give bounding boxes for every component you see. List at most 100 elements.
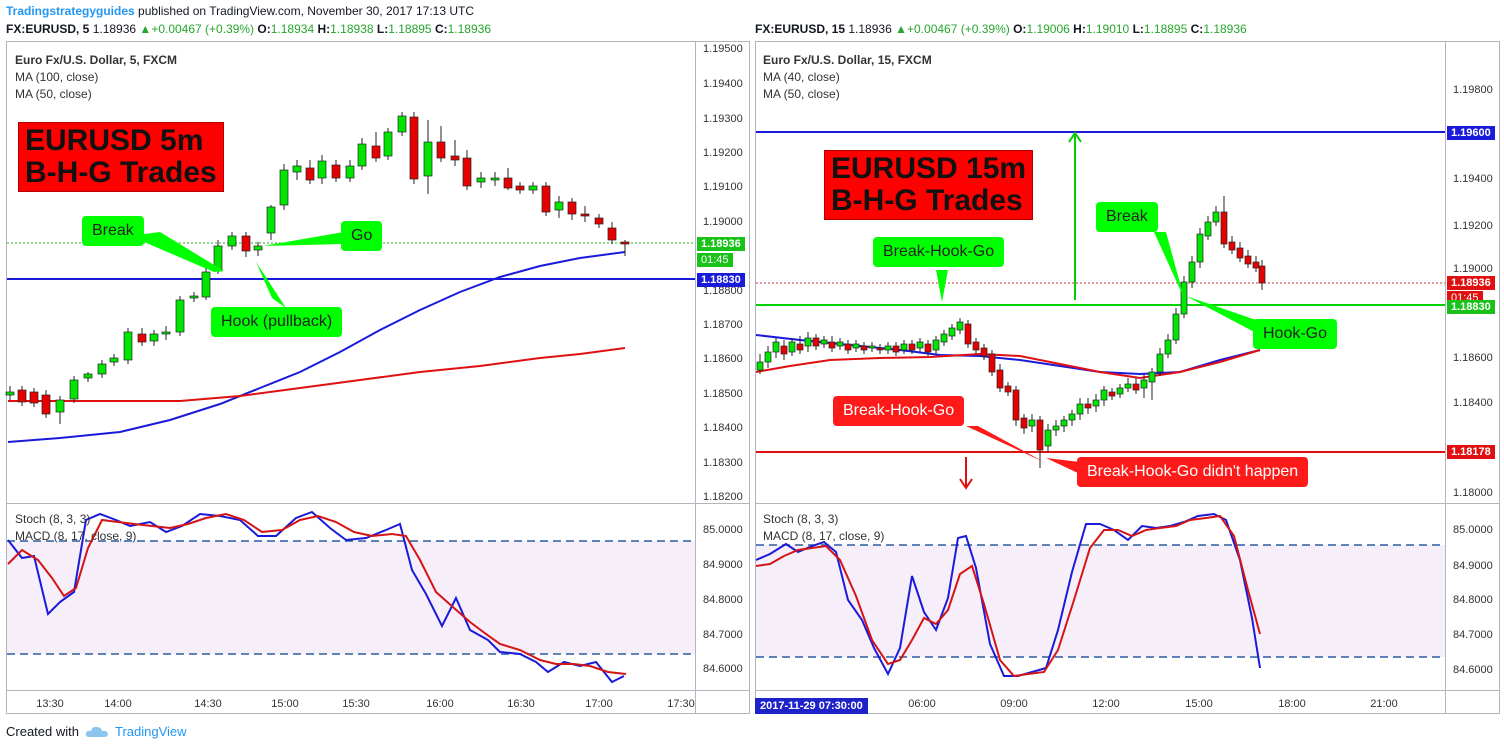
right-legend-ma1[interactable]: MA (40, close) [763,70,840,84]
left-candle-body [175,299,185,333]
left-price-scale[interactable] [695,41,750,714]
right-pane-divider[interactable] [755,503,1500,504]
right-candle-body [1212,211,1220,223]
left-candle-body [241,235,251,252]
right-candle-body [1092,399,1100,407]
right-date-badge: 2017-11-29 07:30:00 [755,698,868,714]
price-tick: 1.18000 [1453,487,1493,499]
price-tick: 85.0000 [703,524,743,536]
publish-header: Tradingstrategyguides published on Tradi… [6,4,474,19]
right-candle-body [772,341,780,353]
price-tick: 84.7000 [703,629,743,641]
left-label-hook: Hook (pullback) [211,307,343,337]
left-osc-legend: Stoch (8, 3, 3) MACD (8, 17, close, 9) [15,511,136,545]
right-candle-body [1236,247,1244,259]
left-candle-body [490,177,500,181]
left-stoch-k [7,510,625,684]
left-candle-body [436,141,446,159]
left-candle-body [503,177,513,189]
right-price-scale[interactable] [1445,41,1500,714]
price-tick: 1.18700 [703,319,743,331]
left-title-line2: B-H-G Trades [25,156,217,189]
price-tick: 1.18400 [1453,397,1493,409]
left-candle-body [266,206,276,234]
price-tick: 1.18800 [703,285,743,297]
left-osc-band [7,541,695,654]
right-candle-body [1258,265,1266,284]
footer: Created with TradingView [6,724,187,739]
left-candle-body [279,169,289,206]
left-close: 1.18936 [447,22,492,36]
price-tick: 84.9000 [1453,560,1493,572]
left-price-badge: 1.18936 [697,237,745,251]
right-candle-body [868,345,876,349]
right-legend: Euro Fx/U.S. Dollar, 15, FXCM MA (40, cl… [763,52,932,103]
left-candle-body [594,217,604,225]
right-candle-body [916,341,924,349]
right-candle-body [980,347,988,357]
left-candle-body [409,116,419,180]
right-candle-body [1084,403,1092,409]
right-osc-stoch[interactable]: Stoch (8, 3, 3) [763,512,839,526]
left-l-label: L: [376,22,389,36]
left-candle-body [450,155,460,161]
right-title-line1: EURUSD 15m [831,152,1027,185]
author-link[interactable]: Tradingstrategyguides [6,4,135,18]
left-osc-stoch[interactable]: Stoch (8, 3, 3) [15,512,91,526]
footer-created: Created with [6,724,79,739]
left-candle-body [476,177,486,183]
right-candle-body [812,337,820,347]
price-tick: 1.19200 [703,147,743,159]
time-tick: 13:30 [36,698,64,710]
left-legend-ma1[interactable]: MA (100, close) [15,70,99,84]
right-stoch-k [755,512,1261,677]
right-candle-body [1036,419,1044,451]
right-high: 1.19010 [1085,22,1130,36]
left-candle-body [357,143,367,167]
right-candle-body [796,343,804,351]
right-candle-body [1244,255,1252,265]
right-candle-body [828,341,836,349]
left-candle-body [161,331,171,335]
right-candle-body [892,345,900,353]
left-high: 1.18938 [330,22,374,36]
left-legend-ma2[interactable]: MA (50, close) [15,87,92,101]
right-candle-body [1188,261,1196,283]
left-candle-body [227,235,237,247]
left-candle-body [462,157,472,187]
left-label-break: Break [82,216,144,246]
price-tick: 1.18600 [1453,352,1493,364]
right-candle-body [1020,417,1028,429]
right-osc-macd[interactable]: MACD (8, 17, close, 9) [763,529,885,543]
left-candle-body [554,201,564,211]
right-candle-body [1108,391,1116,397]
right-candle-body [932,339,940,351]
tradingview-link[interactable]: TradingView [114,724,187,739]
right-candle-body [820,339,828,345]
time-tick: 16:30 [507,698,535,710]
right-time-axis-line [755,690,1500,691]
left-candle-body [17,389,27,403]
right-close: 1.18936 [1203,22,1247,36]
right-candle-body [1028,419,1036,427]
left-candle-body [97,363,107,375]
right-stoch-d [755,514,1261,678]
right-candle-body [1004,385,1012,393]
right-break-pointer [1154,232,1184,298]
price-tick: 84.9000 [703,559,743,571]
time-tick: 14:30 [194,698,222,710]
right-title-line2: B-H-G Trades [831,184,1023,217]
left-title-box: EURUSD 5m B-H-G Trades [18,122,224,192]
right-candle-body [852,343,860,349]
left-osc-macd[interactable]: MACD (8, 17, close, 9) [15,529,137,543]
time-tick: 06:00 [908,698,936,710]
left-candle-body [109,357,119,363]
right-legend-ma2[interactable]: MA (50, close) [763,87,840,101]
price-tick: 1.18600 [703,353,743,365]
left-pane-divider[interactable] [6,503,750,504]
left-low: 1.18895 [388,22,432,36]
price-tick: 1.19200 [1453,220,1493,232]
left-candle-body [567,201,577,215]
